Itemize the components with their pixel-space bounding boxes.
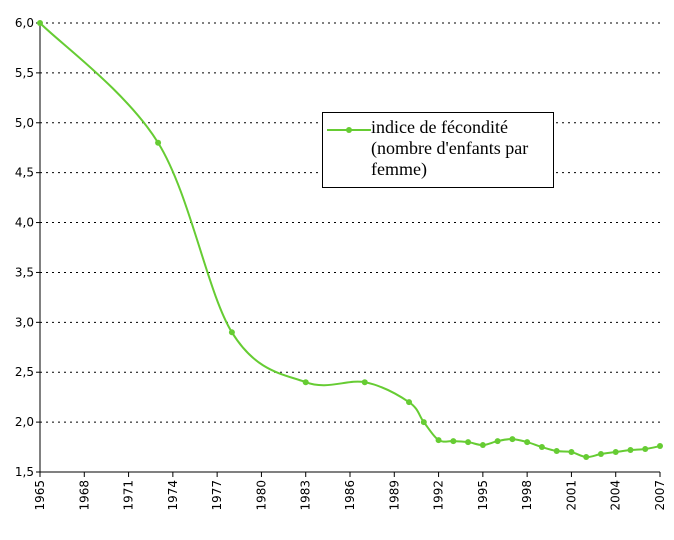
data-point — [420, 419, 427, 426]
x-tick-label: 1983 — [299, 480, 313, 511]
data-point — [361, 379, 368, 386]
data-point — [494, 438, 501, 445]
data-point — [642, 446, 649, 453]
y-tick-label: 3,5 — [15, 265, 34, 279]
x-tick-label: 1977 — [210, 480, 224, 511]
data-point — [406, 399, 413, 406]
data-point — [627, 447, 634, 454]
x-tick-label: 2004 — [609, 480, 623, 511]
legend-swatch — [327, 127, 371, 133]
legend-marker — [346, 127, 352, 133]
x-tick-label: 1980 — [254, 480, 268, 511]
x-tick-label: 1965 — [33, 480, 47, 511]
legend: indice de fécondité (nombre d'enfants pa… — [322, 112, 554, 188]
y-tick-label: 5,0 — [15, 116, 34, 130]
data-point — [155, 139, 162, 146]
x-tick-label: 1974 — [166, 480, 180, 511]
x-tick-label: 1986 — [343, 480, 357, 511]
x-tick-label: 1989 — [387, 480, 401, 511]
data-point — [524, 439, 531, 446]
data-point — [509, 436, 516, 443]
y-tick-label: 4,5 — [15, 166, 34, 180]
data-point — [583, 454, 590, 461]
y-tick-label: 5,5 — [15, 66, 34, 80]
data-point — [479, 442, 486, 449]
y-tick-label: 1,5 — [15, 465, 34, 479]
x-tick-label: 1998 — [520, 480, 534, 511]
data-point — [450, 438, 457, 445]
series-line — [39, 22, 661, 459]
x-tick-label: 1995 — [476, 480, 490, 511]
y-tick-label: 6,0 — [15, 16, 34, 30]
x-tick-label: 1971 — [122, 480, 136, 511]
data-point — [657, 443, 663, 450]
legend-label: indice de fécondité (nombre d'enfants pa… — [371, 117, 529, 179]
y-tick-label: 3,0 — [15, 315, 34, 329]
data-point — [597, 451, 604, 458]
data-point — [228, 329, 235, 336]
data-point — [465, 439, 472, 446]
data-point — [37, 20, 43, 26]
y-tick-label: 2,0 — [15, 415, 34, 429]
data-point — [553, 448, 560, 455]
x-tick-label: 1968 — [77, 480, 91, 511]
x-tick-label: 2007 — [653, 480, 667, 511]
data-point — [435, 437, 442, 444]
data-point — [568, 449, 575, 456]
data-point — [612, 449, 619, 456]
x-tick-label: 1992 — [432, 480, 446, 511]
x-tick-label: 2001 — [564, 480, 578, 511]
y-tick-label: 2,5 — [15, 365, 34, 379]
data-point — [302, 379, 309, 386]
data-point — [538, 444, 545, 451]
y-tick-label: 4,0 — [15, 216, 34, 230]
